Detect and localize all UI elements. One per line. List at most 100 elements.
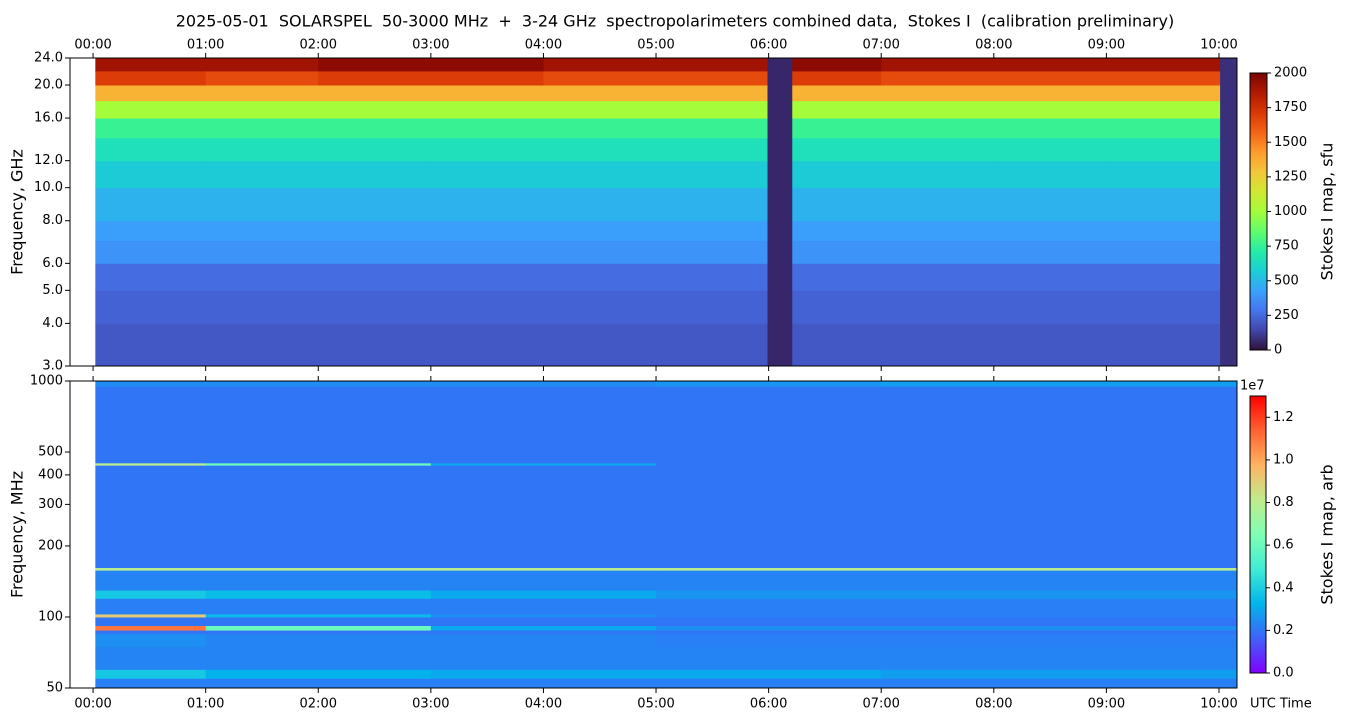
heatmap-cell <box>656 85 768 102</box>
heatmap-cell <box>767 100 793 119</box>
heatmap-cell <box>543 85 657 102</box>
heatmap-cell <box>656 58 768 72</box>
heatmap-cell <box>792 160 882 189</box>
heatmap-cell <box>656 567 882 571</box>
heatmap-cell <box>205 646 432 670</box>
heatmap-cell <box>430 465 657 569</box>
colorbar-tick-label: 0 <box>1274 343 1282 358</box>
heatmap-cell <box>656 646 882 670</box>
heatmap-cell <box>430 567 657 571</box>
heatmap-cell <box>656 160 768 189</box>
heatmap-cell <box>205 290 319 324</box>
colorbar-tick-label: 1500 <box>1274 135 1307 150</box>
heatmap-cell <box>205 187 319 222</box>
y-tick-label: 200 <box>38 538 63 553</box>
heatmap-cell <box>205 240 319 264</box>
heatmap-cell <box>656 630 882 635</box>
x-tick-label: 02:00 <box>300 38 337 53</box>
heatmap-cell <box>881 187 995 222</box>
heatmap-cell <box>430 290 544 324</box>
heatmap-cell <box>95 462 207 466</box>
heatmap-cell <box>95 630 207 635</box>
heatmap-cell <box>993 85 1107 102</box>
colorbar-tick-label: 750 <box>1274 239 1299 254</box>
heatmap-cell <box>1106 187 1221 222</box>
heatmap-cell <box>792 85 882 102</box>
heatmap-cell <box>656 613 882 618</box>
heatmap-cell <box>95 240 207 264</box>
heatmap-cell <box>1106 290 1221 324</box>
heatmap-cell <box>95 85 207 102</box>
y-tick-label: 12.0 <box>34 153 63 168</box>
heatmap-cell <box>430 625 657 631</box>
heatmap-cell <box>1220 290 1238 324</box>
heatmap-cell <box>318 100 432 119</box>
colorbar-offset: 1e7 <box>1240 379 1265 394</box>
heatmap-cell <box>95 613 207 618</box>
heatmap-cell <box>881 630 1238 635</box>
heatmap-cell <box>430 678 657 689</box>
heatmap-cell <box>881 290 995 324</box>
heatmap-cell <box>656 240 768 264</box>
heatmap-cell <box>430 633 657 647</box>
heatmap-cell <box>881 669 1238 679</box>
heatmap-cell <box>430 137 544 162</box>
heatmap-cell <box>95 70 207 86</box>
heatmap-cell <box>95 160 207 189</box>
heatmap-cell <box>205 598 432 615</box>
heatmap-cell <box>318 118 432 139</box>
y-tick-label: 4.0 <box>42 316 63 331</box>
heatmap-cell <box>430 613 657 618</box>
heatmap-cell <box>543 100 657 119</box>
heatmap-cell <box>993 323 1107 367</box>
heatmap-cell <box>881 613 1238 618</box>
heatmap-cell <box>1106 220 1221 242</box>
heatmap-cell <box>543 58 657 72</box>
heatmap-cell <box>792 137 882 162</box>
x-tick-label: 00:00 <box>74 697 111 712</box>
heatmap-cell <box>1220 58 1238 72</box>
heatmap-cell <box>1106 323 1221 367</box>
heatmap-cell <box>656 625 882 631</box>
colorbar-tick-label: 250 <box>1274 308 1299 323</box>
heatmap-cell <box>767 118 793 139</box>
heatmap-cell <box>1220 240 1238 264</box>
heatmap-cell <box>430 570 657 591</box>
heatmap-cell <box>656 263 768 291</box>
heatmap-cell <box>430 187 544 222</box>
heatmap-cell <box>993 160 1107 189</box>
heatmap-cell <box>656 633 882 647</box>
x-tick-label: 01:00 <box>187 697 224 712</box>
heatmap-cell <box>656 137 768 162</box>
heatmap-cell <box>1220 187 1238 222</box>
y-tick-label: 10.0 <box>34 180 63 195</box>
heatmap-cell <box>656 570 882 591</box>
heatmap-cell <box>1220 85 1238 102</box>
heatmap-cell <box>95 137 207 162</box>
heatmap-cell <box>1106 160 1221 189</box>
heatmap-cell <box>205 465 432 569</box>
heatmap-cell <box>993 137 1107 162</box>
heatmap-cell <box>318 85 432 102</box>
x-tick-label: 04:00 <box>525 38 562 53</box>
heatmap-cell <box>881 462 1238 466</box>
heatmap-cell <box>205 137 319 162</box>
heatmap-cell <box>95 678 207 689</box>
colorbar-tick-label: 0.0 <box>1273 666 1294 681</box>
y-tick-label: 100 <box>38 609 63 624</box>
heatmap-cell <box>318 58 432 72</box>
heatmap-cell <box>881 616 1238 627</box>
heatmap-cell <box>95 616 207 627</box>
heatmap-cell <box>881 58 995 72</box>
heatmap-cell <box>205 570 432 591</box>
heatmap-cell <box>430 58 544 72</box>
heatmap-cell <box>95 58 207 72</box>
y-tick-label: 16.0 <box>34 111 63 126</box>
heatmap-cell <box>1106 118 1221 139</box>
heatmap-cell <box>767 263 793 291</box>
heatmap-cell <box>792 323 882 367</box>
colorbar-tick-label: 0.6 <box>1273 538 1294 553</box>
heatmap-cell <box>993 240 1107 264</box>
heatmap-cell <box>430 381 657 387</box>
heatmap-cell <box>656 100 768 119</box>
